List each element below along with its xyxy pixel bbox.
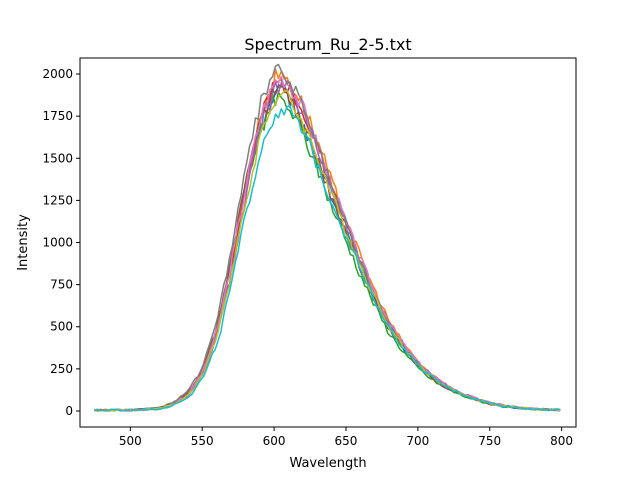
- series-group: [94, 63, 561, 412]
- x-tick-label: 600: [263, 434, 286, 448]
- chart-title: Spectrum_Ru_2-5.txt: [244, 35, 411, 55]
- series-line-9: [94, 89, 561, 412]
- y-tick-label: 500: [50, 320, 73, 334]
- y-tick-label: 1750: [42, 109, 73, 123]
- x-tick-label: 500: [119, 434, 142, 448]
- y-tick-label: 2000: [42, 67, 73, 81]
- x-tick-label: 550: [191, 434, 214, 448]
- y-tick-label: 1000: [42, 236, 73, 250]
- plot-area: 500 550 600 650 700 750 800 0 250 500 750 1000 1250…: [42, 57, 577, 448]
- y-axis-label: Intensity: [16, 214, 31, 271]
- x-tick-label: 800: [550, 434, 573, 448]
- x-tick-label: 650: [335, 434, 358, 448]
- x-axis-ticks: 500 550 600 650 700 750 800: [119, 427, 573, 448]
- y-tick-label: 750: [50, 278, 73, 292]
- x-axis-label: Wavelength: [289, 456, 366, 471]
- y-tick-label: 1500: [42, 151, 73, 165]
- y-tick-label: 0: [65, 404, 73, 418]
- y-axis-ticks: 0 250 500 750 1000 1250 1500 1750 2000: [42, 67, 80, 418]
- x-tick-label: 750: [478, 434, 501, 448]
- x-tick-label: 700: [406, 434, 429, 448]
- y-tick-label: 1250: [42, 193, 73, 207]
- series-line-10: [94, 104, 561, 412]
- y-tick-label: 250: [50, 362, 73, 376]
